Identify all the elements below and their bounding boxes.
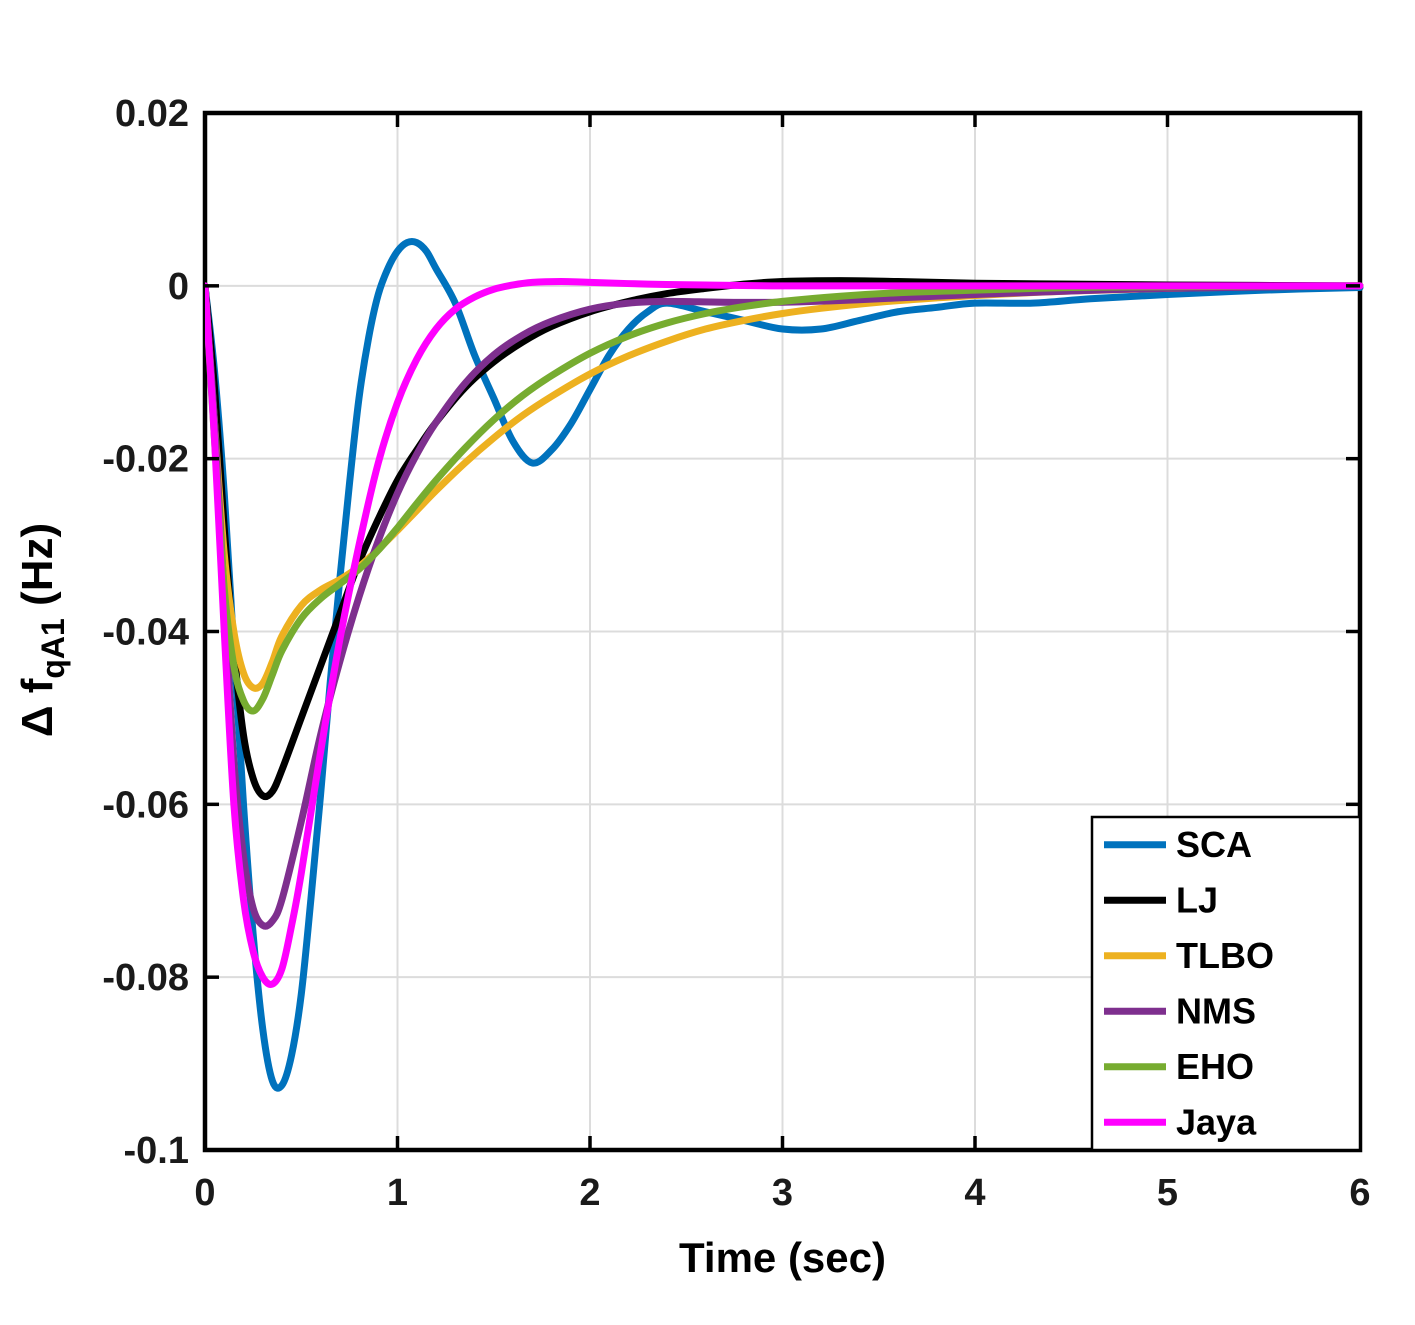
x-tick-label: 5	[1157, 1172, 1178, 1214]
x-axis-label: Time (sec)	[679, 1234, 886, 1281]
y-tick-label: -0.06	[102, 784, 189, 826]
legend-item-LJ: LJ	[1104, 879, 1218, 920]
y-tick-label: 0.02	[115, 93, 189, 135]
y-tick-label: -0.04	[102, 612, 189, 654]
legend: SCA LJ TLBO NMS EHO Jaya	[1090, 815, 1362, 1152]
legend-item-SCA: SCA	[1104, 824, 1252, 865]
x-tick-label: 3	[772, 1172, 793, 1214]
series-line-Jaya	[205, 278, 1364, 988]
y-tick-label: -0.08	[102, 957, 189, 999]
tick-labels: 0 1 2 3 4 5 6 0.02 0 -0.02 -0.04 -0.06 -0.08 -0.1	[102, 93, 1370, 1214]
x-tick-label: 4	[964, 1172, 985, 1214]
series-line-SCA	[205, 238, 1364, 1092]
y-tick-label: -0.1	[124, 1130, 189, 1172]
legend-label: Jaya	[1176, 1101, 1257, 1142]
legend-label: SCA	[1176, 824, 1252, 865]
legend-label: NMS	[1176, 990, 1256, 1031]
legend-label: LJ	[1176, 879, 1218, 920]
legend-box	[1090, 815, 1362, 1152]
series-line-NMS	[205, 282, 1364, 930]
legend-item-EHO: EHO	[1104, 1046, 1254, 1087]
x-tick-label: 0	[194, 1172, 215, 1214]
series-line-EHO	[205, 282, 1364, 715]
legend-item-NMS: NMS	[1104, 990, 1256, 1031]
legend-label: EHO	[1176, 1046, 1254, 1087]
y-tick-label: 0	[168, 266, 189, 308]
x-tick-label: 6	[1349, 1172, 1370, 1214]
x-tick-label: 2	[579, 1172, 600, 1214]
legend-label: TLBO	[1176, 935, 1274, 976]
series-curves	[205, 238, 1364, 1092]
legend-item-TLBO: TLBO	[1104, 935, 1274, 976]
y-axis-label: Δ fqA1 (Hz)	[13, 523, 71, 737]
x-tick-label: 1	[387, 1172, 408, 1214]
legend-item-Jaya: Jaya	[1104, 1101, 1257, 1142]
y-tick-label: -0.02	[102, 439, 189, 481]
